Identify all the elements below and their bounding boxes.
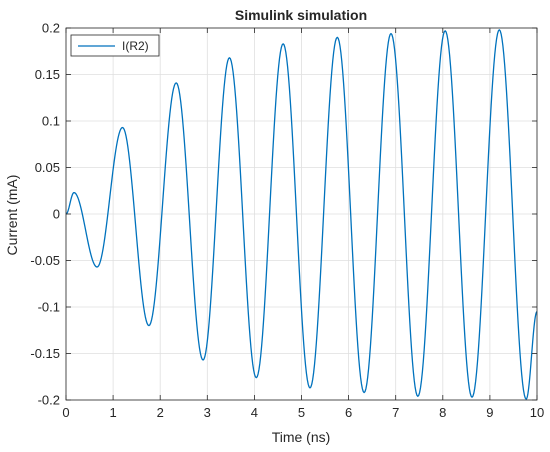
x-tick-label: 0 <box>62 405 69 420</box>
y-tick-label: -0.05 <box>30 253 60 268</box>
y-tick-label: -0.2 <box>38 393 60 408</box>
x-axis-label: Time (ns) <box>272 429 331 445</box>
tick-marks <box>65 27 538 401</box>
y-tick-label: -0.1 <box>38 300 60 315</box>
x-tick-label: 2 <box>157 405 164 420</box>
x-tick-label: 10 <box>530 405 544 420</box>
y-tick-label: 0.05 <box>35 160 60 175</box>
legend-label-i-r2: I(R2) <box>122 39 149 53</box>
y-tick-labels: -0.2 -0.15 -0.1 -0.05 0 0.05 0.1 0.15 0.2 <box>30 21 60 408</box>
x-tick-label: 1 <box>109 405 116 420</box>
x-tick-label: 8 <box>439 405 446 420</box>
y-tick-label: -0.15 <box>30 346 60 361</box>
x-tick-label: 4 <box>251 405 258 420</box>
x-tick-label: 3 <box>204 405 211 420</box>
y-tick-label: 0.1 <box>42 114 60 129</box>
y-axis-label: Current (mA) <box>4 175 20 256</box>
chart-title: Simulink simulation <box>235 7 367 23</box>
x-tick-label: 9 <box>486 405 493 420</box>
x-tick-label: 5 <box>298 405 305 420</box>
y-tick-label: 0.2 <box>42 21 60 36</box>
x-tick-labels: 0 1 2 3 4 5 6 7 8 9 10 <box>62 405 544 420</box>
y-tick-label: 0.15 <box>35 67 60 82</box>
series-line-i-r2 <box>65 29 538 400</box>
x-tick-label: 7 <box>392 405 399 420</box>
x-tick-label: 6 <box>345 405 352 420</box>
y-tick-label: 0 <box>53 207 60 222</box>
legend: I(R2) <box>70 34 160 57</box>
